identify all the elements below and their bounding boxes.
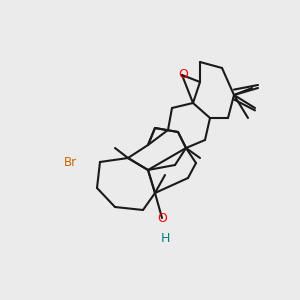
Text: H: H <box>160 232 170 244</box>
Text: Br: Br <box>63 155 76 169</box>
Text: O: O <box>157 212 167 224</box>
Text: O: O <box>178 68 188 82</box>
